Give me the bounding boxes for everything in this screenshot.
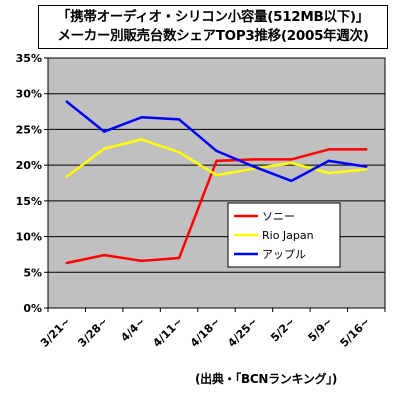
series-3-point	[215, 149, 218, 153]
series-1-point	[102, 253, 106, 257]
x-tick-label: 4/25~	[225, 315, 260, 350]
series-1-point	[365, 148, 368, 151]
chart-title-box: 「携帯オーディオ・シリコン小容量(512MB以下)」 メーカー別販売台数シェアT…	[38, 5, 388, 49]
x-tick-label: 5/16~	[338, 315, 373, 350]
chart-title-line2: メーカー別販売台数シェアTOP3推移(2005年週次)	[57, 28, 369, 44]
y-tick-label: 35%	[16, 52, 42, 65]
x-tick-label: 5/9~	[306, 315, 335, 344]
series-3-point	[327, 159, 331, 163]
x-tick-label: 3/21~	[38, 315, 73, 350]
x-tick-label: 5/2~	[268, 315, 297, 344]
series-3-point	[140, 116, 143, 119]
plot-area	[47, 57, 386, 309]
series-3-point	[365, 165, 368, 168]
series-2-point	[215, 173, 218, 177]
series-3-point	[290, 179, 293, 183]
y-tick-label: 30%	[16, 88, 42, 101]
y-tick-label: 5%	[23, 266, 42, 279]
y-tick-label: 25%	[16, 123, 42, 136]
series-2-point	[327, 171, 331, 175]
series-1-point	[290, 158, 293, 161]
series-1-point	[177, 256, 181, 260]
series-2-point	[65, 175, 68, 178]
series-2-point	[177, 151, 181, 154]
series-2-point	[365, 168, 368, 171]
legend-label-3: アップル	[262, 248, 306, 261]
y-tick-label: 0%	[23, 302, 42, 315]
y-tick-label: 20%	[16, 159, 42, 172]
series-1-point	[140, 259, 143, 263]
x-tick-label: 3/28~	[75, 315, 110, 350]
source-note: (出典・「BCNランキング」)	[195, 372, 338, 386]
series-2-point	[140, 138, 143, 141]
series-3-point	[252, 165, 256, 168]
series-3-point	[102, 130, 106, 133]
x-tick-label: 4/18~	[188, 315, 223, 350]
series-2-point	[102, 147, 106, 150]
series-1-point	[215, 159, 218, 163]
x-tick-label: 4/11~	[150, 315, 185, 350]
x-tick-label: 4/4~	[118, 315, 147, 344]
y-tick-label: 15%	[16, 195, 42, 208]
legend-label-1: ソニー	[262, 210, 295, 223]
series-3-point	[177, 118, 181, 121]
series-1-point	[327, 148, 331, 151]
series-2-point	[290, 161, 293, 165]
series-1-point	[252, 158, 256, 161]
series-3-point	[65, 100, 68, 103]
series-1-point	[65, 261, 68, 265]
y-tick-label: 10%	[16, 231, 42, 244]
chart-title-line1: 「携帯オーディオ・シリコン小容量(512MB以下)」	[57, 9, 369, 25]
legend-label-2: Rio Japan	[262, 229, 314, 242]
